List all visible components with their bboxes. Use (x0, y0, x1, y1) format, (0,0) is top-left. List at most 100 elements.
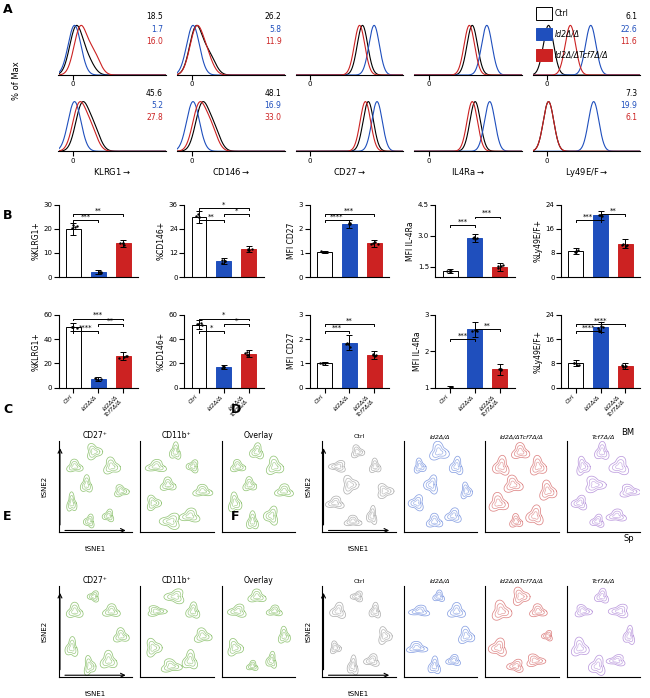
Text: ****: **** (330, 214, 344, 220)
X-axis label: Ly49E/F$\rightarrow$: Ly49E/F$\rightarrow$ (565, 166, 608, 179)
Point (122, 350, 132, 362)
Point (446, 265, 456, 276)
Text: ***: *** (458, 218, 467, 225)
X-axis label: IL4Ra$\rightarrow$: IL4Ra$\rightarrow$ (451, 166, 485, 177)
Point (445, 382, 456, 393)
Y-axis label: %Ly49E/F+: %Ly49E/F+ (534, 329, 543, 373)
Text: *: * (222, 202, 226, 207)
Bar (593, 327, 608, 387)
X-axis label: CD146$\rightarrow$: CD146$\rightarrow$ (212, 166, 250, 177)
Point (343, 339, 353, 350)
Text: 27.8: 27.8 (146, 113, 163, 122)
Bar (192, 325, 207, 387)
Bar (116, 243, 131, 277)
Bar (593, 215, 608, 277)
Text: 5.2: 5.2 (151, 101, 163, 110)
Point (72, 221, 82, 232)
Point (373, 238, 384, 249)
Y-axis label: %Ly49E/F+: %Ly49E/F+ (534, 219, 543, 262)
Text: **: ** (95, 207, 101, 214)
Point (498, 260, 508, 271)
Point (571, 246, 582, 257)
Text: *: * (235, 207, 238, 214)
Point (67, 322, 77, 333)
Text: *: * (235, 318, 238, 324)
Bar (91, 379, 106, 387)
Point (320, 246, 330, 258)
Text: 22.6: 22.6 (620, 24, 637, 34)
Text: Id2Δ/ΔTcf7Δ/Δ: Id2Δ/ΔTcf7Δ/Δ (554, 51, 608, 59)
Title: Ctrl: Ctrl (353, 434, 365, 439)
Point (96, 267, 106, 278)
Text: 7.3: 7.3 (625, 89, 637, 98)
Text: Ctrl: Ctrl (554, 9, 568, 17)
Point (244, 244, 254, 255)
Point (618, 238, 628, 249)
Text: E: E (3, 510, 12, 523)
Point (220, 255, 231, 267)
Text: ****: **** (593, 318, 607, 324)
Title: Tcf7Δ/Δ: Tcf7Δ/Δ (592, 434, 615, 439)
Point (344, 218, 354, 230)
Point (118, 237, 128, 248)
Bar (192, 216, 207, 277)
Text: 48.1: 48.1 (265, 89, 281, 98)
Point (596, 321, 606, 332)
Title: Overlay: Overlay (244, 431, 273, 440)
Point (345, 341, 356, 352)
Text: tSNE1: tSNE1 (84, 690, 106, 697)
Bar (467, 238, 482, 298)
Bar (443, 271, 458, 298)
Bar (342, 343, 357, 387)
Point (241, 349, 252, 360)
Point (218, 362, 229, 373)
Point (370, 350, 380, 362)
Point (445, 266, 455, 277)
Point (119, 351, 129, 362)
Y-axis label: MFI IL-4Ra: MFI IL-4Ra (406, 221, 415, 260)
Point (90, 373, 101, 384)
Point (192, 209, 203, 220)
Point (494, 363, 504, 374)
Text: tSNE2: tSNE2 (42, 476, 48, 497)
Text: 26.2: 26.2 (265, 13, 281, 22)
Point (496, 363, 506, 374)
Title: Ctrl: Ctrl (353, 579, 365, 584)
Point (471, 232, 482, 244)
Bar (216, 367, 231, 387)
Point (495, 364, 505, 375)
Text: **: ** (346, 318, 353, 324)
Y-axis label: MFI CD27: MFI CD27 (287, 223, 296, 259)
Text: ****: **** (581, 325, 595, 330)
Text: 5.8: 5.8 (270, 24, 281, 34)
Title: CD27⁺: CD27⁺ (83, 576, 108, 585)
Point (467, 325, 477, 336)
Bar (241, 354, 256, 387)
Bar (367, 355, 382, 387)
Text: C: C (3, 403, 12, 417)
Point (243, 244, 254, 255)
Text: **: ** (610, 207, 616, 214)
Title: Id2Δ/Δ: Id2Δ/Δ (430, 434, 450, 439)
Point (596, 210, 606, 221)
Text: Sp: Sp (623, 535, 634, 543)
Text: ***: *** (81, 214, 91, 220)
Bar (492, 267, 507, 298)
Point (315, 357, 325, 369)
Text: 11.9: 11.9 (265, 37, 281, 46)
Point (196, 318, 207, 329)
Point (194, 211, 204, 223)
Point (571, 246, 581, 257)
Title: CD11b⁺: CD11b⁺ (162, 431, 192, 440)
Y-axis label: %CD146+: %CD146+ (157, 221, 166, 260)
Bar (568, 251, 583, 277)
Text: tSNE1: tSNE1 (348, 690, 369, 697)
Point (341, 339, 352, 350)
Point (446, 383, 456, 394)
Title: CD27⁺: CD27⁺ (83, 431, 108, 440)
Title: CD11b⁺: CD11b⁺ (162, 576, 192, 585)
Bar (216, 261, 231, 277)
Point (371, 350, 382, 361)
Point (316, 246, 326, 257)
Text: ***: *** (583, 214, 593, 220)
